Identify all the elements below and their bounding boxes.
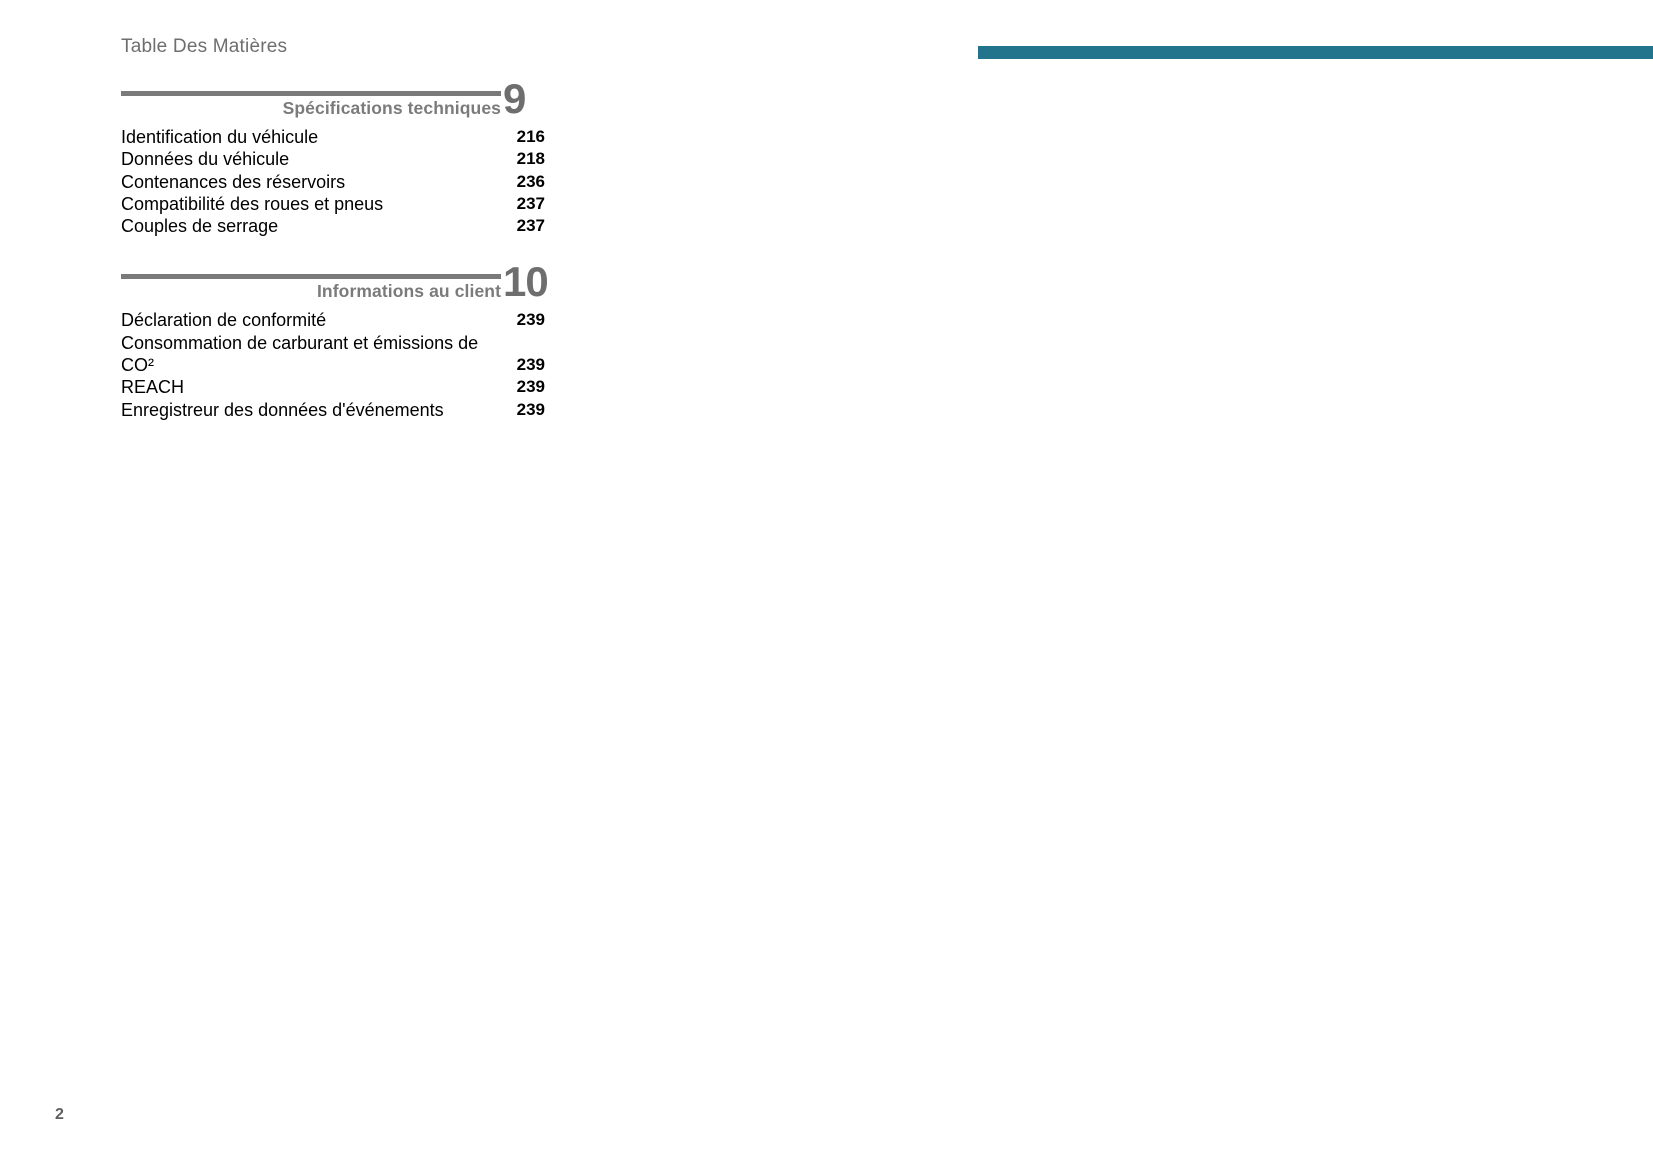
toc-entry-page: 239 bbox=[516, 355, 545, 375]
section-title: Spécifications techniques bbox=[282, 98, 501, 118]
table-of-contents: Spécifications techniques 9 Identificati… bbox=[121, 78, 551, 421]
toc-entry-label: REACH bbox=[121, 377, 185, 398]
toc-entry-list: Identification du véhicule 216 Données d… bbox=[121, 126, 545, 237]
section-divider-rule bbox=[121, 91, 501, 96]
page-number: 2 bbox=[55, 1106, 64, 1123]
toc-entry[interactable]: REACH 239 bbox=[121, 376, 545, 398]
toc-entry-list: Déclaration de conformité 239 Consommati… bbox=[121, 309, 545, 420]
toc-section-header: Spécifications techniques 9 bbox=[121, 78, 551, 128]
toc-entry-page: 237 bbox=[516, 216, 545, 236]
toc-entry[interactable]: Compatibilité des roues et pneus 237 bbox=[121, 193, 545, 215]
toc-entry-page: 236 bbox=[516, 171, 545, 191]
section-title: Informations au client bbox=[316, 281, 501, 302]
toc-entry-page: 218 bbox=[516, 149, 545, 169]
toc-entry-page: 239 bbox=[516, 310, 545, 330]
toc-entry-label: Couples de serrage bbox=[121, 216, 279, 237]
toc-entry[interactable]: Identification du véhicule 216 bbox=[121, 126, 545, 148]
page-title: Table Des Matières bbox=[121, 36, 288, 57]
accent-bar bbox=[978, 46, 1653, 59]
toc-entry-label: Enregistreur des données d'événements bbox=[121, 399, 444, 420]
toc-entry[interactable]: Données du véhicule 218 bbox=[121, 148, 545, 170]
toc-entry-label: Compatibilité des roues et pneus bbox=[121, 193, 384, 214]
toc-section-9: Spécifications techniques 9 Identificati… bbox=[121, 78, 551, 237]
section-divider-rule bbox=[121, 274, 501, 280]
toc-entry-page: 237 bbox=[516, 193, 545, 213]
toc-entry-page: 239 bbox=[516, 399, 545, 419]
toc-entry-label: Identification du véhicule bbox=[121, 127, 319, 147]
toc-entry-label: Consommation de carburant et émissions d… bbox=[121, 332, 479, 376]
toc-entry-page: 239 bbox=[516, 377, 545, 397]
toc-entry-label: Contenances des réservoirs bbox=[121, 171, 346, 192]
toc-section-header: Informations au client 10 bbox=[121, 261, 551, 311]
toc-entry[interactable]: Consommation de carburant et émissions d… bbox=[121, 332, 545, 377]
section-number: 9 bbox=[503, 75, 526, 122]
toc-entry-label: Données du véhicule bbox=[121, 149, 290, 170]
toc-section-10: Informations au client 10 Déclaration de… bbox=[121, 261, 551, 420]
toc-entry-page: 216 bbox=[516, 127, 545, 146]
toc-entry-label: Déclaration de conformité bbox=[121, 310, 327, 331]
section-number: 10 bbox=[503, 258, 549, 306]
toc-entry[interactable]: Contenances des réservoirs 236 bbox=[121, 171, 545, 193]
toc-entry[interactable]: Enregistreur des données d'événements 23… bbox=[121, 399, 545, 421]
toc-entry[interactable]: Déclaration de conformité 239 bbox=[121, 309, 545, 331]
toc-entry[interactable]: Couples de serrage 237 bbox=[121, 215, 545, 237]
